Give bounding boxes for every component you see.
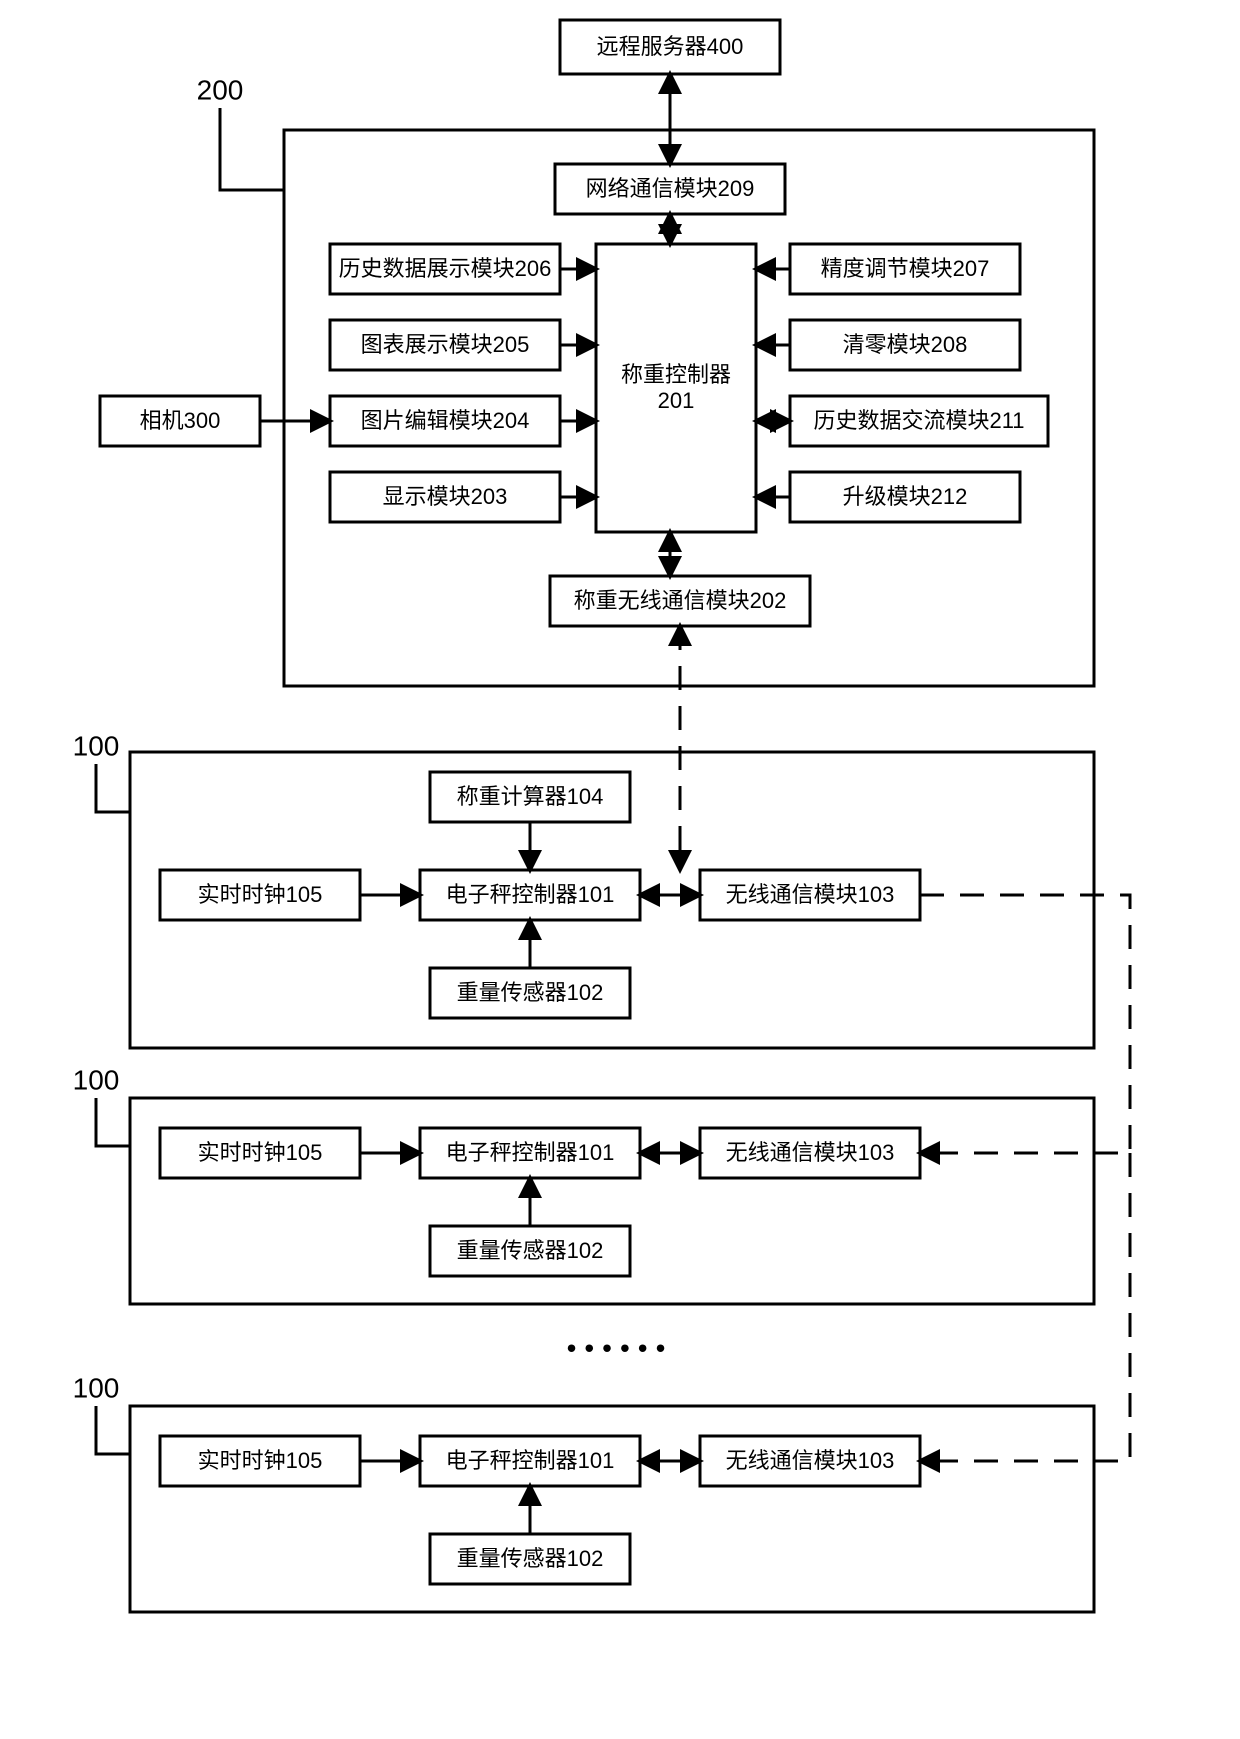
camera-label: 相机300 <box>140 408 221 433</box>
rtc3-label: 实时时钟105 <box>198 1448 323 1473</box>
label-100c-label: 100 <box>73 1372 120 1403</box>
zero-label: 清零模块208 <box>843 332 968 357</box>
label-100b-leader <box>96 1098 130 1146</box>
upg-label: 升级模块212 <box>843 484 968 509</box>
hist-label: 历史数据展示模块206 <box>339 256 552 281</box>
label-100a-leader <box>96 764 130 812</box>
wl2-label: 无线通信模块103 <box>726 1140 895 1165</box>
ellipsis: •••••• <box>567 1332 674 1363</box>
wsens3-label: 重量传感器102 <box>457 1546 604 1571</box>
ctrl-label: 称重控制器 <box>621 362 731 387</box>
label-200-leader <box>220 108 284 190</box>
wl3-label: 无线通信模块103 <box>726 1448 895 1473</box>
disp-label: 显示模块203 <box>383 484 508 509</box>
bus2 <box>920 1153 1130 1461</box>
rtc1-label: 实时时钟105 <box>198 882 323 907</box>
net-label: 网络通信模块209 <box>586 176 755 201</box>
calc1-label: 称重计算器104 <box>457 784 604 809</box>
rtc2-label: 实时时钟105 <box>198 1140 323 1165</box>
prec-label: 精度调节模块207 <box>821 256 990 281</box>
wcomm-label: 称重无线通信模块202 <box>574 588 787 613</box>
ectrl1-label: 电子秤控制器101 <box>446 882 615 907</box>
label-100a-label: 100 <box>73 730 120 761</box>
chart-label: 图表展示模块205 <box>361 332 530 357</box>
histx-label: 历史数据交流模块211 <box>813 408 1024 433</box>
label-100c-leader <box>96 1406 130 1454</box>
block-diagram: 200 100 100 100 远程服务器400 网络通信模块209 称重控制器201 历史数… <box>0 0 1240 1739</box>
wsens1-label: 重量传感器102 <box>457 980 604 1005</box>
wl1-label: 无线通信模块103 <box>726 882 895 907</box>
server-label: 远程服务器400 <box>597 34 744 59</box>
label-200-label: 200 <box>197 74 244 105</box>
label-100b-label: 100 <box>73 1064 120 1095</box>
bus1 <box>920 895 1130 1153</box>
ectrl2-label: 电子秤控制器101 <box>446 1140 615 1165</box>
ctrl-label2: 201 <box>658 388 695 413</box>
pic-label: 图片编辑模块204 <box>361 408 530 433</box>
wsens2-label: 重量传感器102 <box>457 1238 604 1263</box>
ectrl3-label: 电子秤控制器101 <box>446 1448 615 1473</box>
